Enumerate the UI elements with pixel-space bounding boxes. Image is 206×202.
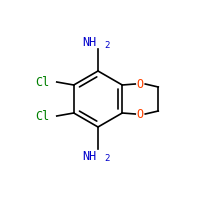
Text: O: O xyxy=(136,78,143,91)
Text: O: O xyxy=(136,108,143,121)
Text: Cl: Cl xyxy=(35,110,49,123)
Text: Cl: Cl xyxy=(35,76,49,89)
Text: NH: NH xyxy=(82,36,97,49)
Text: 2: 2 xyxy=(103,40,109,49)
Text: NH: NH xyxy=(82,150,97,163)
Text: 2: 2 xyxy=(103,154,109,163)
